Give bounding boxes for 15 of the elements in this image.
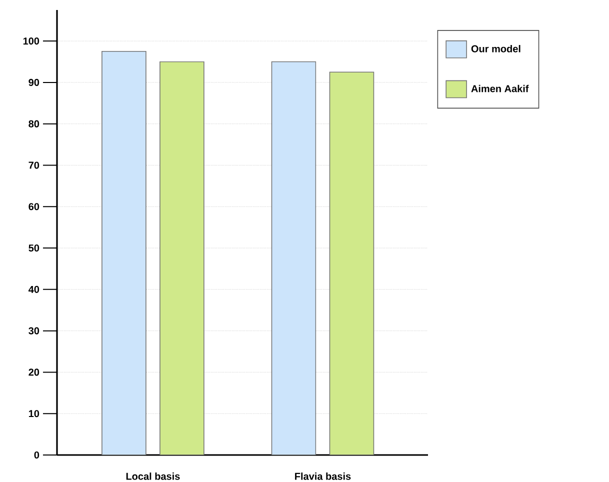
legend-label: Our model [471,44,520,52]
y-tick-label: 100 [23,38,40,45]
y-tick-label: 30 [28,327,40,334]
y-tick-label: 60 [28,203,40,210]
y-tick-label: 90 [28,78,40,86]
y-tick-label: 70 [28,162,40,169]
legend-label: Aimen Aakif [471,84,529,92]
y-tick-label: 0 [34,451,40,459]
y-tick-label: 40 [28,286,40,293]
x-tick-label: Flavia basis [295,472,351,480]
x-tick-label: Local basis [126,472,180,480]
y-tick-label: 80 [28,120,40,128]
y-tick-label: 20 [28,368,40,376]
y-tick-label: 50 [28,244,40,252]
y-tick-label: 10 [28,410,40,418]
